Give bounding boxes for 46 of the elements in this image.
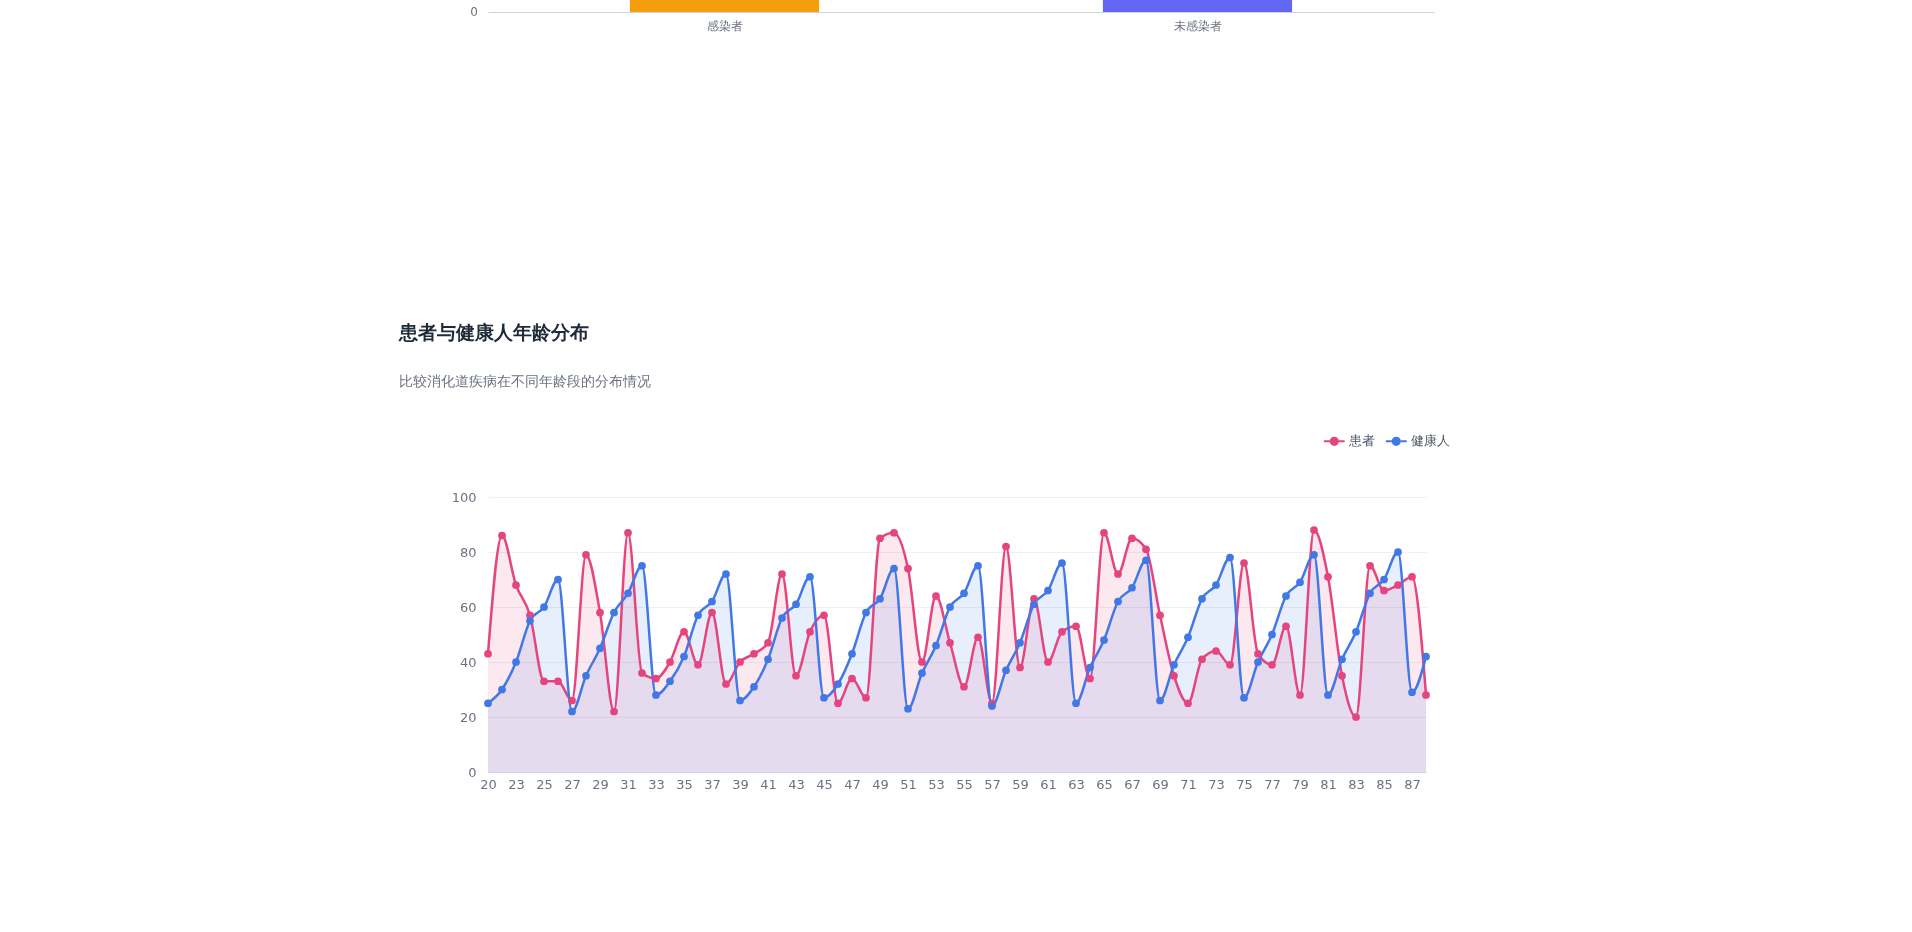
x-tick-label: 45: [816, 776, 833, 792]
x-tick-label: 67: [1124, 776, 1141, 792]
x-tick-label: 感染者: [706, 18, 743, 33]
x-tick-label: 41: [760, 776, 777, 792]
y-tick-label: 80: [459, 544, 477, 560]
x-tick-label: 29: [592, 776, 609, 792]
y-tick-label: 0: [468, 764, 477, 780]
x-tick-label: 43: [788, 776, 805, 792]
x-tick-label: 71: [1180, 776, 1197, 792]
x-tick-label: 31: [620, 776, 637, 792]
x-tick-label: 39: [732, 776, 749, 792]
y-tick-label: 60: [459, 599, 477, 615]
x-tick-label: 65: [1096, 776, 1113, 792]
y-tick-label: 40: [459, 654, 477, 670]
y-tick-label: 20: [459, 709, 477, 725]
x-tick-label: 73: [1208, 776, 1225, 792]
x-tick-label: 49: [872, 776, 889, 792]
chart-subtitle: 比较消化道疾病在不同年龄段的分布情况: [399, 372, 651, 389]
legend-label: 健康人: [1410, 433, 1450, 449]
x-tick-label: 未感染者: [1173, 18, 1222, 33]
x-tick-label: 85: [1376, 776, 1393, 792]
x-tick-label: 51: [900, 776, 917, 792]
x-tick-label: 87: [1404, 776, 1421, 792]
x-tick-label: 55: [956, 776, 973, 792]
x-tick-label: 27: [564, 776, 581, 792]
x-tick-label: 63: [1068, 776, 1085, 792]
x-tick-label: 53: [928, 776, 945, 792]
x-tick-label: 61: [1040, 776, 1057, 792]
x-tick-label: 23: [508, 776, 525, 792]
x-tick-label: 35: [676, 776, 693, 792]
x-tick-label: 81: [1320, 776, 1337, 792]
x-tick-label: 47: [844, 776, 861, 792]
legend-label: 患者: [1347, 433, 1375, 449]
x-tick-label: 20: [480, 776, 497, 792]
x-tick-label: 69: [1152, 776, 1169, 792]
x-tick-label: 83: [1348, 776, 1365, 792]
x-tick-label: 37: [704, 776, 721, 792]
x-tick-label: 79: [1292, 776, 1309, 792]
x-tick-label: 33: [648, 776, 665, 792]
chart-title: 患者与健康人年龄分布: [398, 320, 589, 343]
x-tick-label: 59: [1012, 776, 1029, 792]
x-tick-label: 75: [1236, 776, 1253, 792]
x-tick-label: 25: [536, 776, 553, 792]
x-tick-label: 77: [1264, 776, 1281, 792]
x-tick-label: 57: [984, 776, 1001, 792]
y-tick-label: 100: [451, 489, 477, 505]
